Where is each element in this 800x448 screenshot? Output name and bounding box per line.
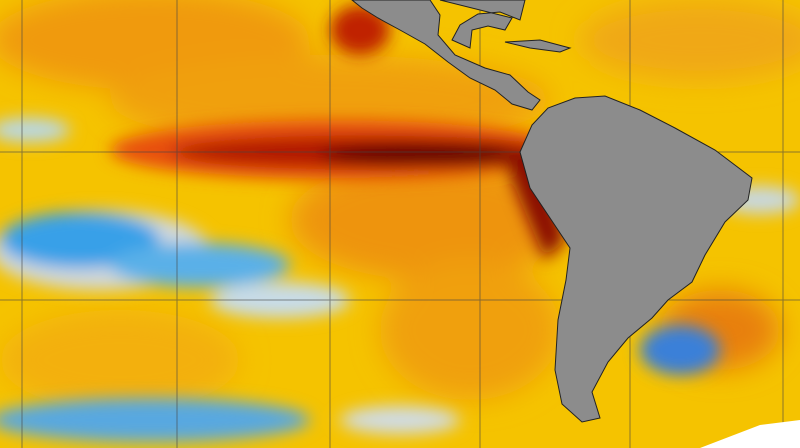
antarctic-edge (700, 420, 800, 448)
caribbean-islands (504, 39, 572, 53)
south-america (519, 95, 753, 423)
warm-anomalies (0, 0, 800, 410)
cool-anomalies (0, 118, 800, 442)
north-central-america (351, 0, 541, 111)
el-nino-band (110, 5, 570, 260)
yucatan-florida (439, 0, 526, 49)
land (351, 0, 800, 448)
